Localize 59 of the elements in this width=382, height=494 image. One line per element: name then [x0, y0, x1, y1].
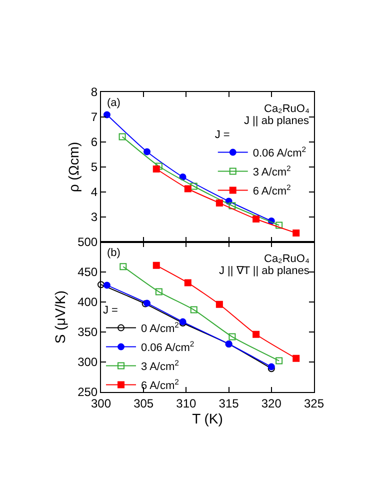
y-tick-label: 500: [78, 235, 98, 250]
y-tick-label: 450: [78, 265, 98, 280]
point: [179, 174, 186, 180]
point: [155, 162, 162, 170]
point: [152, 262, 160, 269]
point: [190, 306, 198, 314]
point: [190, 182, 198, 190]
point: [292, 230, 300, 236]
point: [155, 288, 162, 296]
legend-title: J =: [103, 304, 118, 316]
y-tick-label: 400: [78, 295, 98, 310]
legend-label: 3 A/cm$^{2}$: [252, 164, 291, 179]
legend-label: 0 A/cm$^{2}$: [141, 320, 179, 336]
annotation: J || ∇T || ab planes: [219, 265, 310, 277]
point: [228, 202, 236, 210]
y-tick-label: 3: [90, 210, 98, 224]
y-tick-label: 6: [90, 135, 98, 150]
y-axis-title: S (μV/K): [52, 290, 68, 344]
y-tick-label: 8: [90, 85, 98, 100]
y-tick-label: 250: [78, 385, 98, 400]
point: [120, 263, 127, 270]
legend-label: 0.06 A/cm$^{2}$: [252, 144, 306, 160]
y-tick-label: 5: [90, 160, 98, 174]
legend-title: J =: [214, 128, 230, 141]
y-tick-label: 300: [78, 355, 98, 370]
point: [216, 300, 223, 308]
y-tick-label: 4: [90, 185, 98, 200]
x-tick-label: 315: [218, 396, 240, 410]
point: [152, 166, 160, 172]
point: [276, 222, 283, 229]
x-tick-label: 325: [304, 396, 324, 410]
legend-label: 3 A/cm$^{2}$: [141, 358, 179, 374]
point: [103, 111, 110, 118]
annotation: Ca₂RuO₄: [264, 103, 310, 115]
annotation: J || ab planes: [244, 115, 310, 127]
y-tick-label: 350: [78, 325, 98, 340]
point: [184, 279, 192, 286]
legend-label: 6 A/cm$^{2}$: [252, 182, 291, 198]
annotation: (a): [107, 97, 120, 109]
y-tick-label: 7: [90, 110, 98, 124]
x-tick-label: 320: [261, 396, 282, 410]
point: [252, 216, 260, 222]
point: [216, 200, 223, 206]
point: [292, 354, 300, 362]
x-tick-label: 305: [134, 396, 154, 410]
point: [98, 281, 104, 288]
point: [144, 148, 151, 156]
y-axis-title: ρ (Ωcm): [66, 142, 82, 192]
point: [228, 333, 236, 340]
annotation: (b): [107, 247, 120, 259]
annotation: Ca₂RuO₄: [264, 253, 310, 265]
point: [252, 330, 260, 338]
legend-label: 0.06 A/cm$^{2}$: [141, 339, 194, 354]
point: [276, 357, 283, 364]
point: [184, 185, 192, 192]
point: [118, 133, 126, 140]
x-tick-label: 310: [176, 396, 197, 410]
point: [103, 282, 110, 289]
x-axis-title: T (K): [192, 410, 223, 427]
